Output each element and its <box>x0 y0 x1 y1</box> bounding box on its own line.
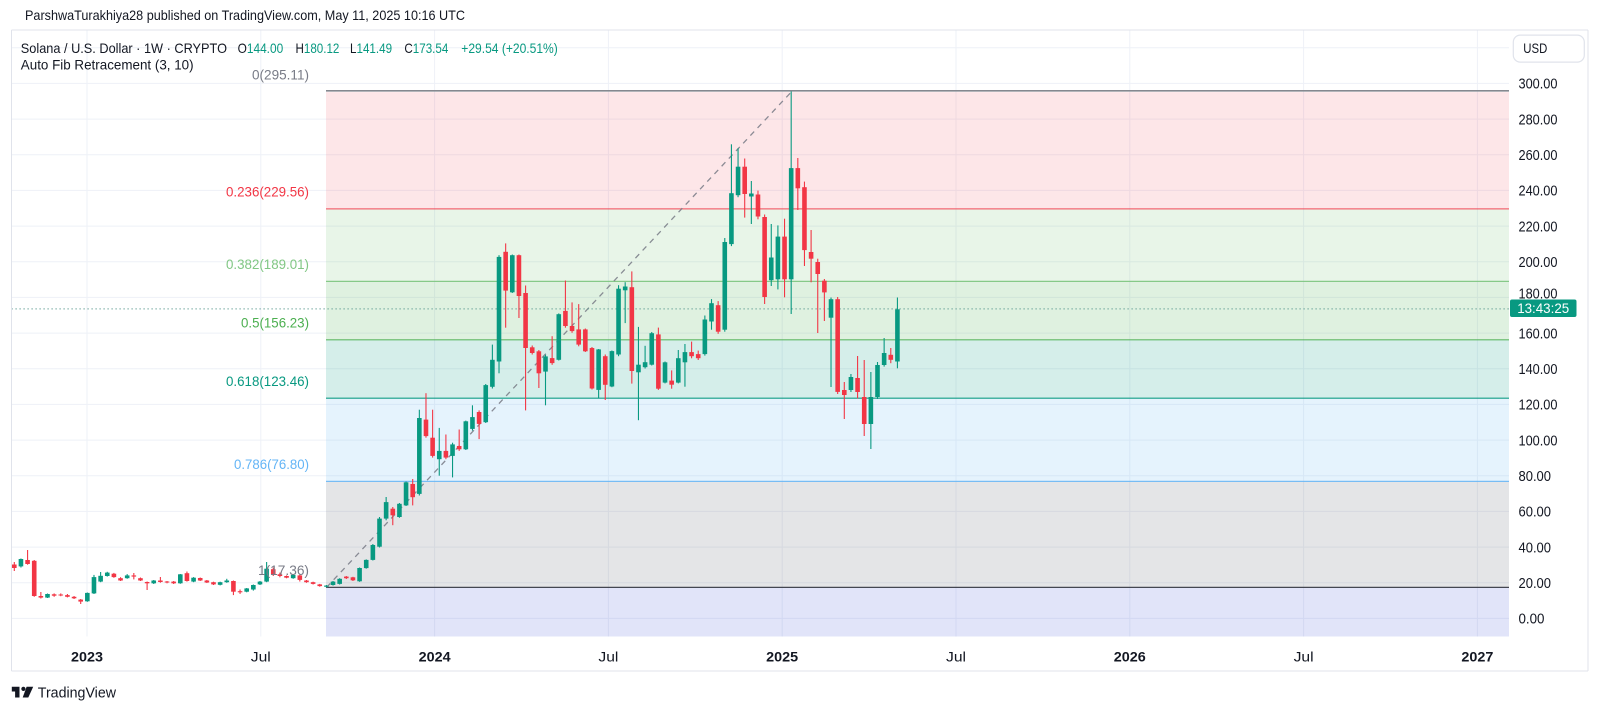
svg-text:120.00: 120.00 <box>1519 398 1558 414</box>
svg-text:180.00: 180.00 <box>1519 287 1558 303</box>
svg-text:Jul: Jul <box>598 650 618 665</box>
svg-text:240.00: 240.00 <box>1519 184 1558 200</box>
svg-text:Solana / U.S. Dollar · 1W · CR: Solana / U.S. Dollar · 1W · CRYPTO <box>21 40 227 56</box>
svg-text:Jul: Jul <box>251 650 271 665</box>
svg-text:0.786(76.80): 0.786(76.80) <box>234 456 309 472</box>
svg-text:USD: USD <box>1523 41 1547 56</box>
svg-text:260.00: 260.00 <box>1519 148 1558 164</box>
svg-text:0.382(189.01): 0.382(189.01) <box>226 256 309 272</box>
svg-text:TradingView: TradingView <box>38 685 116 702</box>
svg-text:2025: 2025 <box>766 649 798 665</box>
svg-text:140.00: 140.00 <box>1519 362 1558 378</box>
svg-text:13:43:25: 13:43:25 <box>1517 301 1569 316</box>
svg-text:20.00: 20.00 <box>1519 576 1552 592</box>
svg-text:0.00: 0.00 <box>1519 612 1545 628</box>
svg-text:200.00: 200.00 <box>1519 255 1558 271</box>
svg-text:0.236(229.56): 0.236(229.56) <box>226 184 309 200</box>
svg-text:40.00: 40.00 <box>1519 540 1552 556</box>
svg-text:L141.49: L141.49 <box>350 40 392 56</box>
svg-text:60.00: 60.00 <box>1519 505 1552 521</box>
svg-text:80.00: 80.00 <box>1519 469 1552 485</box>
svg-text:O144.00: O144.00 <box>238 40 284 56</box>
svg-text:ParshwaTurakhiya28 published o: ParshwaTurakhiya28 published on TradingV… <box>25 7 465 23</box>
svg-text:2023: 2023 <box>71 649 103 665</box>
svg-text:2026: 2026 <box>1114 649 1146 665</box>
svg-text:160.00: 160.00 <box>1519 326 1558 342</box>
svg-text:1(17.36): 1(17.36) <box>258 562 309 578</box>
svg-text:0.618(123.46): 0.618(123.46) <box>226 373 309 389</box>
svg-text:100.00: 100.00 <box>1519 433 1558 449</box>
svg-text:300.00: 300.00 <box>1519 77 1558 93</box>
svg-text:Jul: Jul <box>946 650 966 665</box>
svg-text:Auto Fib Retracement (3, 10): Auto Fib Retracement (3, 10) <box>21 57 194 73</box>
svg-text:280.00: 280.00 <box>1519 112 1558 128</box>
svg-text:2027: 2027 <box>1461 649 1493 665</box>
svg-text:H180.12: H180.12 <box>296 40 340 56</box>
svg-text:C173.54: C173.54 <box>404 40 448 56</box>
svg-text:Jul: Jul <box>1294 650 1314 665</box>
svg-text:2024: 2024 <box>419 649 451 665</box>
svg-text:0.5(156.23): 0.5(156.23) <box>241 314 309 330</box>
svg-text:0(295.11): 0(295.11) <box>252 67 309 83</box>
svg-text:220.00: 220.00 <box>1519 219 1558 235</box>
svg-text:+29.54 (+20.51%): +29.54 (+20.51%) <box>461 40 558 56</box>
